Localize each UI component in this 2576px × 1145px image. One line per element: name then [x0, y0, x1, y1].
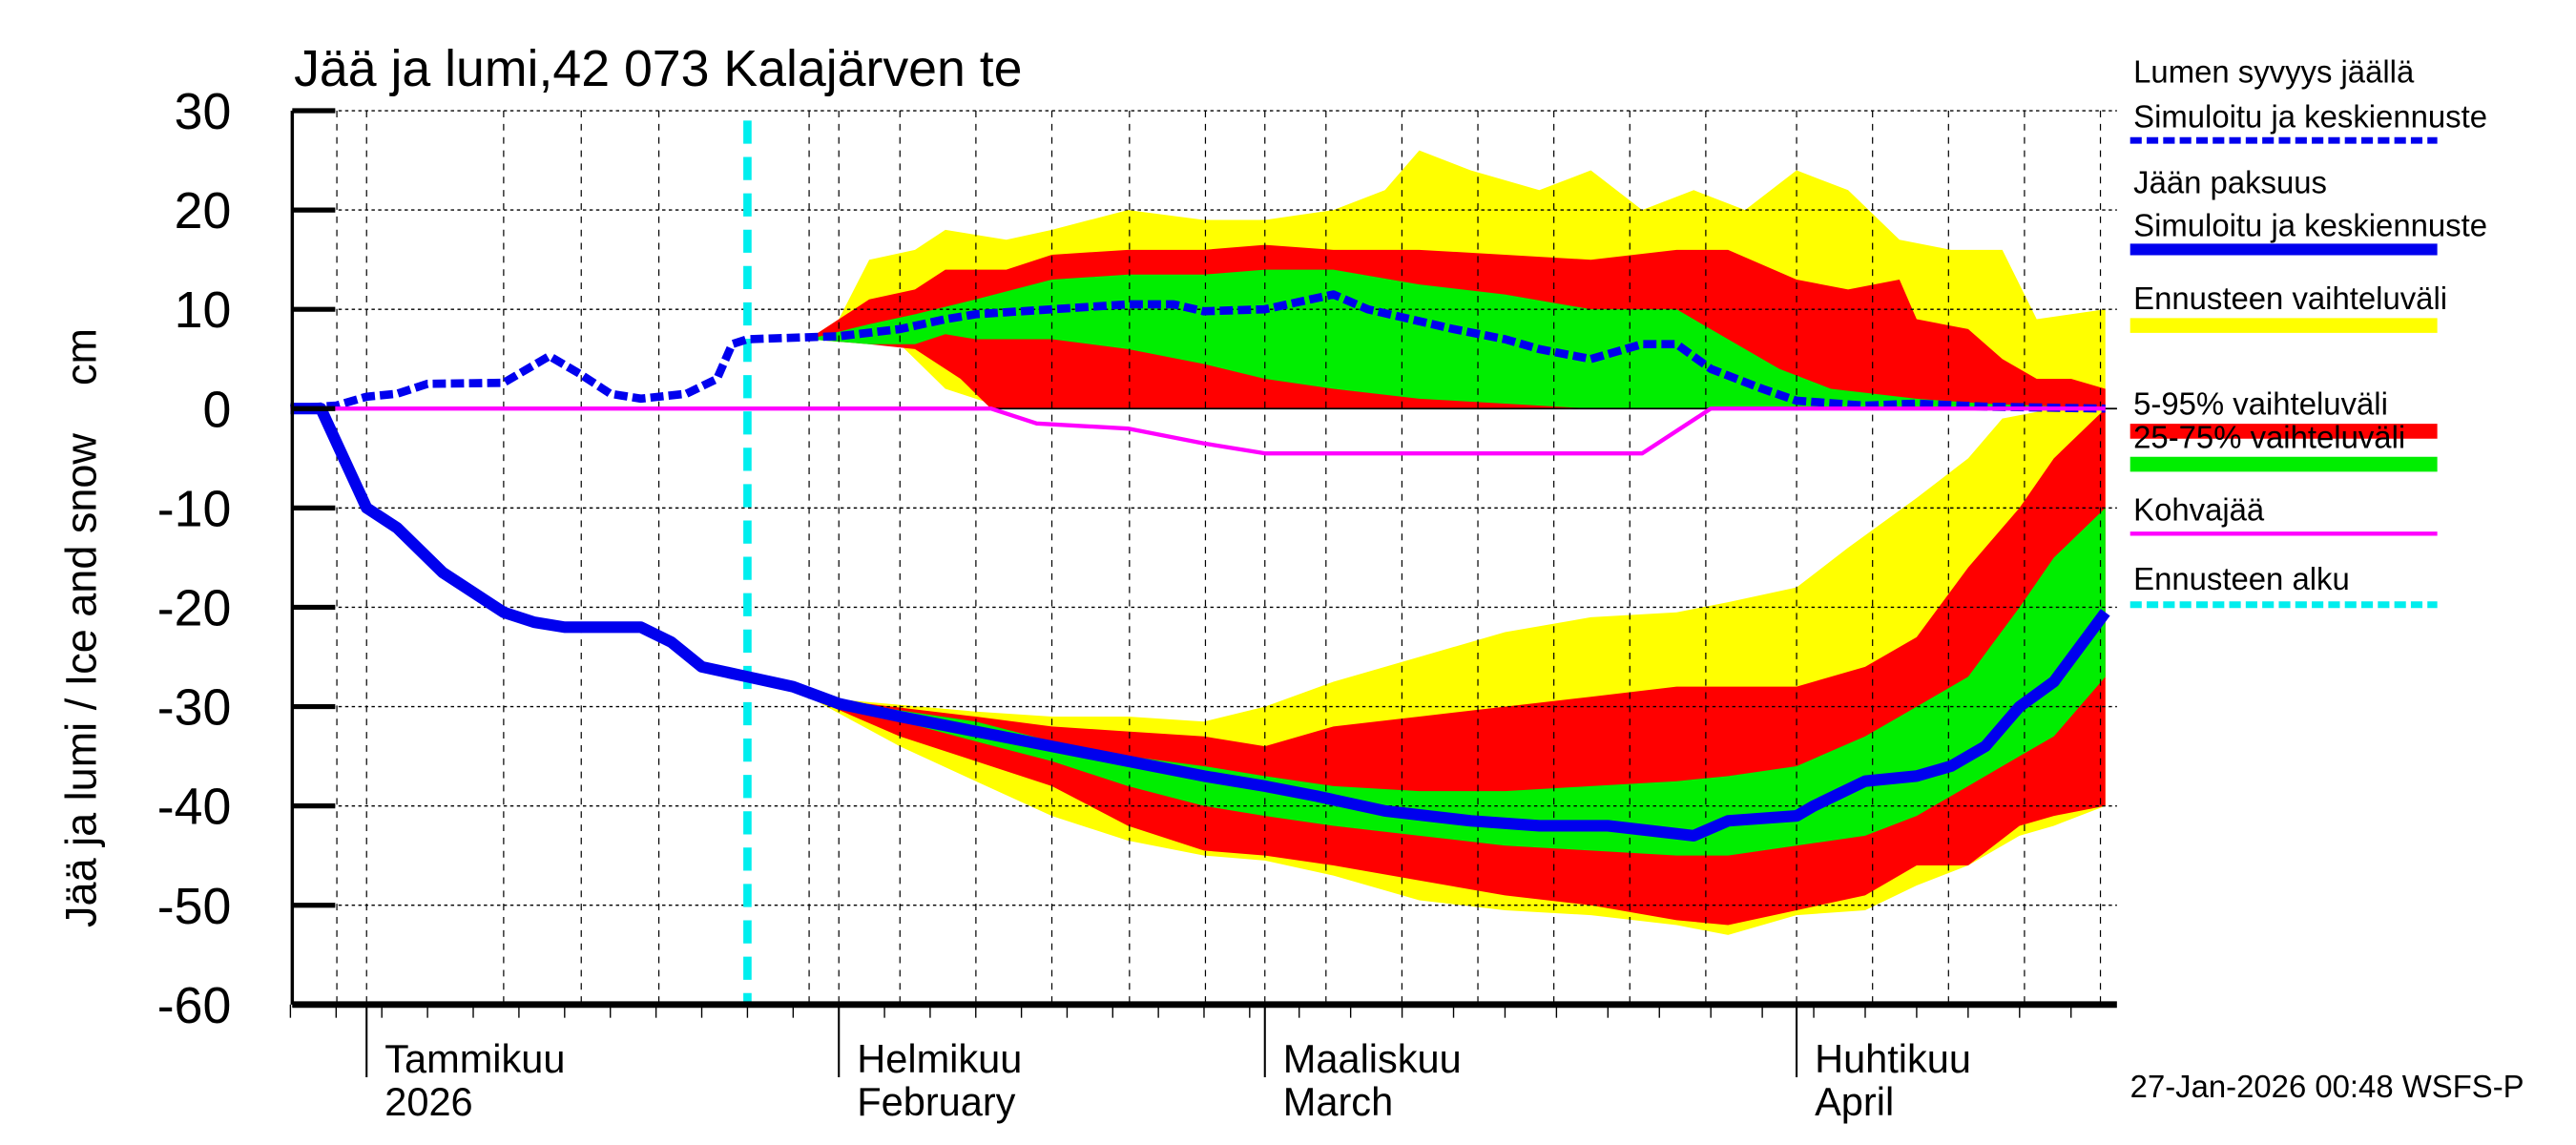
legend-sublabel-ice: Simuloitu ja keskiennuste	[2133, 208, 2487, 243]
legend-label-range: Ennusteen vaihteluväli	[2133, 281, 2447, 316]
month-label: Helmikuu	[857, 1036, 1022, 1081]
timestamp: 27-Jan-2026 00:48 WSFS-P	[2130, 1069, 2524, 1104]
month-sublabel: February	[857, 1079, 1015, 1124]
y-tick-label: -30	[157, 679, 232, 737]
snow-series-line	[290, 290, 2106, 413]
legend-label-snow: Lumen syvyys jäällä	[2133, 54, 2415, 90]
month-label: Huhtikuu	[1815, 1036, 1971, 1081]
month-label: Tammikuu	[384, 1036, 565, 1081]
legend-label-slush: Kohvajää	[2133, 491, 2265, 527]
legend-label-p25_75: 25-75% vaihteluväli	[2133, 419, 2405, 454]
legend-label-ice: Jään paksuus	[2133, 165, 2327, 200]
ice-band-p25-75	[808, 508, 2106, 856]
forecast-bands	[808, 150, 2106, 935]
y-tick-label: 20	[175, 182, 232, 239]
month-sublabel: 2026	[384, 1079, 472, 1124]
y-tick-label: -40	[157, 779, 232, 836]
chart-title: Jää ja lumi,42 073 Kalajärven te	[294, 40, 1022, 97]
ice-series-line	[290, 403, 2110, 842]
y-tick-label: 0	[202, 381, 231, 438]
month-sublabel: April	[1815, 1079, 1894, 1124]
y-tick-label: -10	[157, 480, 232, 537]
legend-label-p5_95: 5-95% vaihteluväli	[2133, 386, 2388, 422]
month-label: Maaliskuu	[1283, 1036, 1462, 1081]
slush-series-line	[290, 406, 2106, 456]
y-axis-label: Jää ja lumi / Ice and snow cm	[56, 328, 105, 927]
y-tick-label: 10	[175, 281, 232, 339]
y-tick-label: -20	[157, 579, 232, 636]
y-tick-label: -50	[157, 878, 232, 935]
y-tick-label: -60	[157, 977, 232, 1034]
y-tick-label: 30	[175, 83, 232, 140]
legend: Lumen syvyys jäällä Simuloitu ja keskienn…	[2129, 54, 2487, 609]
month-sublabel: March	[1283, 1079, 1393, 1124]
legend-label-forecast_start: Ennusteen alku	[2133, 561, 2350, 596]
series-lines	[290, 120, 2110, 1005]
legend-sublabel-snow: Simuloitu ja keskiennuste	[2133, 98, 2487, 134]
grid-lines	[292, 110, 2117, 1005]
